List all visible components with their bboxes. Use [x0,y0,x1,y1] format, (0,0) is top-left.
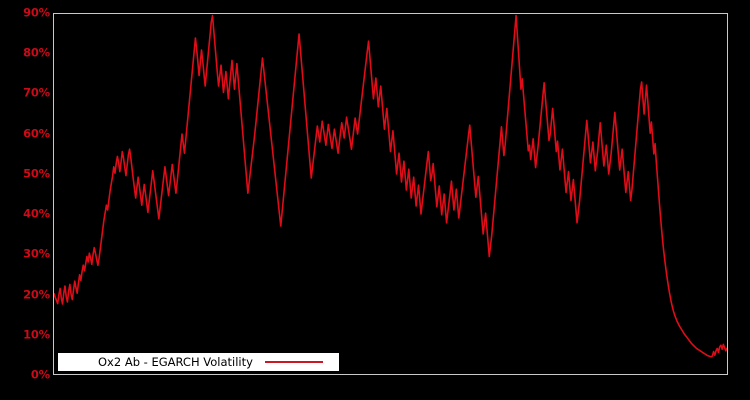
y-tick-label: 60% [23,125,50,140]
y-tick-label: 80% [23,45,50,60]
y-tick-label: 20% [23,286,50,301]
y-tick-label: 70% [23,85,50,100]
series-canvas [54,14,727,358]
volatility-line [54,14,727,358]
legend-label: Ox2 Ab - EGARCH Volatility [98,355,253,369]
line-swatch-icon [264,361,323,363]
y-tick-label: 90% [23,5,50,20]
y-axis: 0% 10% 20% 30% 40% 50% 60% 70% 80% 90% [0,0,50,400]
y-tick-label: 10% [23,327,50,342]
legend[interactable]: Ox2 Ab - EGARCH Volatility [58,353,339,371]
y-tick-label: 30% [23,246,50,261]
y-tick-label: 0% [30,367,50,382]
plot-area [53,13,728,375]
y-tick-label: 50% [23,166,50,181]
y-tick-label: 40% [23,206,50,221]
